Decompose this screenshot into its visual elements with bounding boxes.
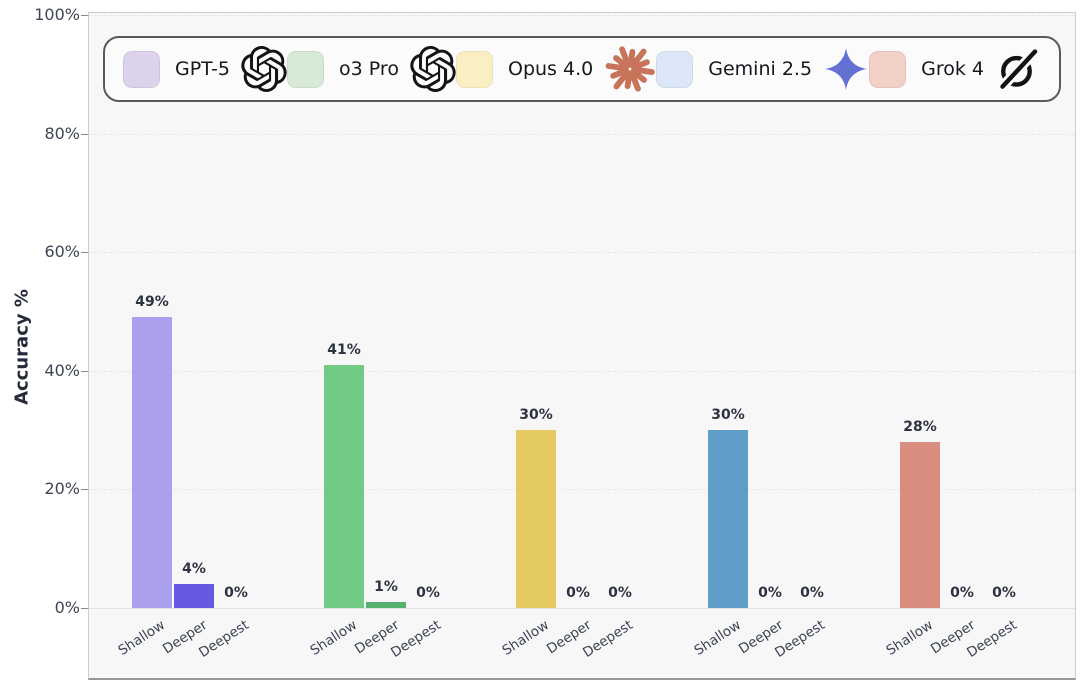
y-tick-label: 80% [44, 123, 80, 143]
y-tick-mark [81, 489, 88, 491]
baseline [89, 608, 1075, 609]
legend-item: o3 Pro [287, 46, 456, 92]
bar-value-label: 0% [608, 585, 632, 601]
openai-icon [410, 46, 456, 92]
bar-value-label: 0% [416, 585, 440, 601]
bar [516, 430, 556, 608]
grok-icon [995, 46, 1041, 92]
legend-item: Grok 4 [869, 46, 1041, 92]
bar-value-label: 41% [327, 341, 361, 358]
y-tick-mark [81, 252, 88, 254]
y-tick-label: 40% [44, 360, 80, 380]
bar-value-label: 0% [758, 585, 782, 601]
bar [324, 364, 364, 608]
bar-value-label: 0% [950, 585, 974, 601]
legend-item: Gemini 2.5 [656, 46, 869, 92]
gridline [89, 252, 1075, 254]
legend-swatch [656, 50, 694, 88]
bar-value-label: 0% [224, 585, 248, 601]
gridline [89, 370, 1075, 372]
legend-label: o3 Pro [339, 58, 399, 80]
legend-swatch [287, 50, 325, 88]
bar-value-label: 1% [374, 579, 398, 596]
y-tick-label: 100% [34, 5, 80, 24]
bar-value-label: 4% [182, 561, 206, 578]
legend-label: Gemini 2.5 [708, 58, 813, 80]
legend-label: GPT-5 [175, 58, 230, 80]
bar [708, 430, 748, 608]
y-tick-label: 60% [44, 242, 80, 262]
legend-label: Grok 4 [921, 58, 984, 80]
bar-value-label: 0% [566, 585, 590, 601]
legend: GPT-5 o3 Pro Opus 4.0 Gemini 2.5 Grok 4 [103, 36, 1061, 102]
legend-swatch [869, 50, 907, 88]
bar-value-label: 28% [903, 418, 937, 435]
openai-icon [241, 46, 287, 92]
gridline [89, 489, 1075, 491]
y-tick-label: 0% [54, 598, 80, 617]
bar-value-label: 0% [992, 585, 1016, 601]
gemini-icon [823, 46, 869, 92]
legend-item: Opus 4.0 [456, 43, 656, 95]
y-tick-mark [81, 370, 88, 372]
y-axis-label: Accuracy % [11, 289, 33, 405]
bar-value-label: 30% [519, 407, 553, 424]
bar-value-label: 49% [135, 294, 169, 311]
gridline [89, 133, 1075, 135]
y-tick-mark [81, 133, 88, 135]
legend-label: Opus 4.0 [508, 58, 594, 80]
legend-swatch [123, 50, 160, 88]
bar [174, 584, 214, 608]
bar [132, 317, 172, 608]
bar-value-label: 0% [800, 585, 824, 601]
gridline [89, 15, 1075, 16]
y-tick-mark [81, 608, 88, 609]
bar [900, 441, 940, 608]
legend-item: GPT-5 [123, 46, 287, 92]
y-tick-mark [81, 15, 88, 16]
legend-swatch [456, 50, 493, 88]
y-tick-label: 20% [44, 479, 80, 499]
anthropic-icon [604, 43, 656, 95]
bar-value-label: 30% [711, 407, 745, 424]
bar [366, 602, 406, 608]
